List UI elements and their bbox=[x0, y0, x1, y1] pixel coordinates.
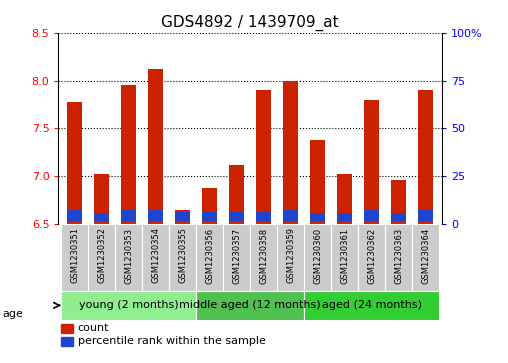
Bar bbox=[364, 210, 379, 221]
Bar bbox=[202, 212, 217, 221]
Text: percentile rank within the sample: percentile rank within the sample bbox=[78, 336, 266, 346]
Bar bbox=[310, 213, 325, 221]
Bar bbox=[256, 90, 271, 224]
Text: GSM1230356: GSM1230356 bbox=[205, 227, 214, 284]
Bar bbox=[121, 85, 136, 224]
Text: GSM1230353: GSM1230353 bbox=[124, 227, 133, 284]
Bar bbox=[391, 213, 406, 221]
Text: GSM1230354: GSM1230354 bbox=[151, 227, 160, 284]
Bar bbox=[142, 224, 169, 291]
Text: age: age bbox=[3, 309, 23, 319]
Bar bbox=[229, 212, 244, 221]
Bar bbox=[337, 213, 352, 221]
Bar bbox=[94, 213, 109, 221]
Text: GSM1230351: GSM1230351 bbox=[70, 227, 79, 284]
Text: GSM1230360: GSM1230360 bbox=[313, 227, 322, 284]
Text: GSM1230352: GSM1230352 bbox=[97, 227, 106, 284]
Bar bbox=[67, 210, 82, 221]
Bar bbox=[304, 224, 331, 291]
Bar bbox=[94, 174, 109, 224]
Bar bbox=[115, 224, 142, 291]
Bar bbox=[277, 224, 304, 291]
Bar bbox=[61, 291, 196, 320]
Bar bbox=[196, 291, 304, 320]
Bar bbox=[304, 291, 439, 320]
Bar bbox=[88, 224, 115, 291]
Bar bbox=[358, 224, 385, 291]
Text: GSM1230358: GSM1230358 bbox=[259, 227, 268, 284]
Bar bbox=[412, 224, 439, 291]
Bar bbox=[196, 224, 223, 291]
Bar bbox=[283, 81, 298, 224]
Bar bbox=[229, 165, 244, 224]
Bar bbox=[418, 90, 433, 224]
Bar bbox=[61, 224, 88, 291]
Bar bbox=[418, 210, 433, 221]
Bar bbox=[121, 210, 136, 221]
Text: count: count bbox=[78, 323, 109, 333]
Text: GSM1230355: GSM1230355 bbox=[178, 227, 187, 284]
Text: GSM1230357: GSM1230357 bbox=[232, 227, 241, 284]
Bar bbox=[202, 188, 217, 224]
Text: GSM1230364: GSM1230364 bbox=[421, 227, 430, 284]
Text: GSM1230361: GSM1230361 bbox=[340, 227, 349, 284]
Bar bbox=[223, 224, 250, 291]
Bar bbox=[61, 337, 74, 346]
Bar bbox=[283, 210, 298, 221]
Bar bbox=[250, 224, 277, 291]
Bar bbox=[169, 224, 196, 291]
Title: GDS4892 / 1439709_at: GDS4892 / 1439709_at bbox=[162, 15, 339, 31]
Bar bbox=[331, 224, 358, 291]
Bar bbox=[175, 212, 190, 221]
Bar bbox=[256, 212, 271, 221]
Bar bbox=[148, 210, 163, 221]
Bar bbox=[310, 140, 325, 224]
Bar bbox=[337, 174, 352, 224]
Bar bbox=[385, 224, 412, 291]
Bar bbox=[67, 102, 82, 224]
Bar bbox=[364, 100, 379, 224]
Text: GSM1230359: GSM1230359 bbox=[286, 227, 295, 284]
Text: GSM1230363: GSM1230363 bbox=[394, 227, 403, 284]
Text: middle aged (12 months): middle aged (12 months) bbox=[179, 301, 321, 310]
Bar bbox=[61, 324, 74, 333]
Bar bbox=[175, 210, 190, 224]
Text: young (2 months): young (2 months) bbox=[79, 301, 178, 310]
Text: aged (24 months): aged (24 months) bbox=[322, 301, 422, 310]
Bar bbox=[148, 69, 163, 224]
Text: GSM1230362: GSM1230362 bbox=[367, 227, 376, 284]
Bar bbox=[391, 180, 406, 224]
